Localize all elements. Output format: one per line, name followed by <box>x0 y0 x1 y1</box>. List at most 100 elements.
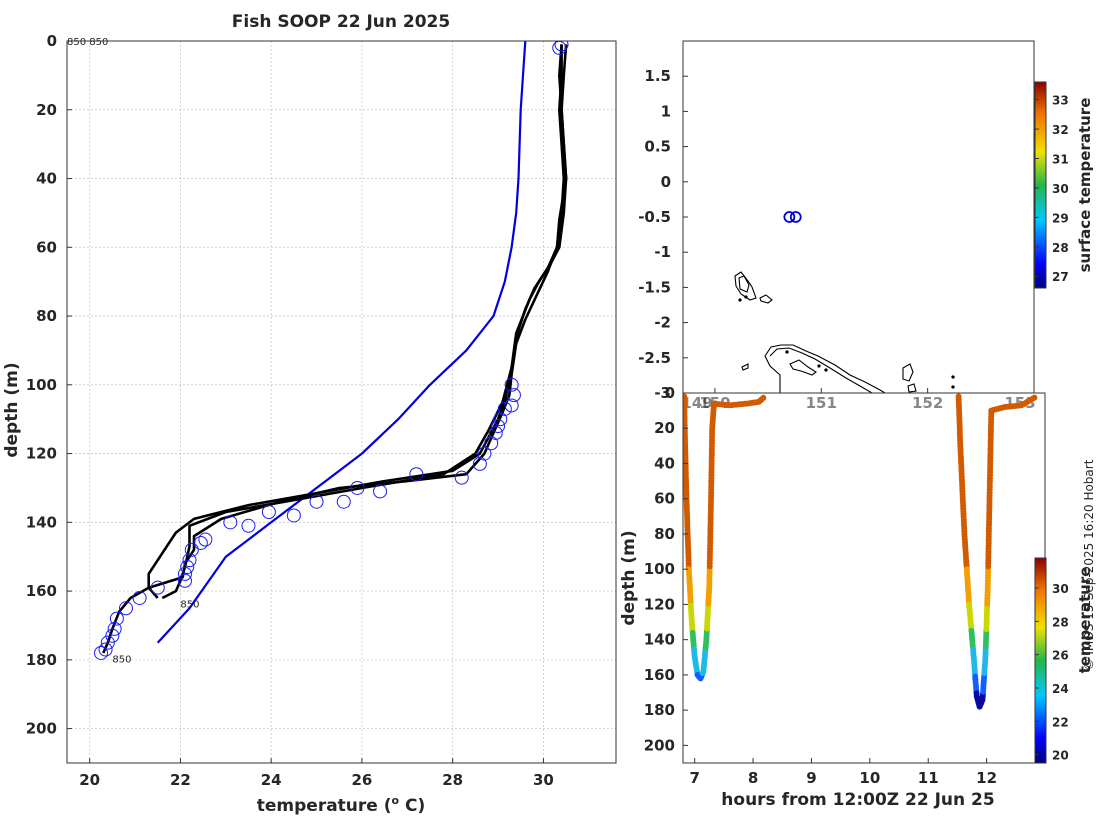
y-tick-label-200: 200 <box>26 720 57 738</box>
profile-labels: 850 850 <box>112 599 199 665</box>
ts-y-tick-label-140: 140 <box>644 631 675 649</box>
profile-series <box>102 41 568 654</box>
series-line-profile-2 <box>161 44 566 600</box>
ts-y-tick-label-40: 40 <box>654 454 675 472</box>
profile-ticks: 20 22 24 26 28 30 0 20 40 60 80 100 120 140 160 180 200 <box>26 32 554 789</box>
y-tick-label-140: 140 <box>26 513 57 531</box>
map-y-tick-label-2: 0.5 <box>644 138 671 156</box>
y-tick-label-20: 20 <box>36 101 57 119</box>
profile-marker-16 <box>336 494 351 509</box>
y-tick-label-0: 0 <box>47 32 57 50</box>
timeseries-y-label: depth (m) <box>619 530 639 625</box>
profile-frame <box>66 40 617 764</box>
profile-marker-11 <box>472 456 487 471</box>
ts-y-tick-label-0: 0 <box>665 384 675 402</box>
profile-label-1: 850 <box>112 654 131 665</box>
y-tick-label-100: 100 <box>26 376 57 394</box>
map-colorbar-frame <box>1034 81 1047 289</box>
map-colorbar-ramp <box>1035 82 1046 288</box>
map-cbar-tick-label-29: 29 <box>1052 211 1069 225</box>
profile-marker-0 <box>554 41 569 52</box>
ts-x-tick-label-10: 10 <box>859 769 880 787</box>
island-outline-2 <box>738 275 750 293</box>
map-cbar-tick-label-30: 30 <box>1052 182 1069 196</box>
profile-marker-34 <box>105 628 120 643</box>
profile-marker-8 <box>488 425 503 440</box>
ts-cbar-tick-label-30: 30 <box>1052 582 1069 596</box>
profile-grid <box>67 40 616 763</box>
y-axis-label: depth (m) <box>2 362 22 457</box>
map-y-tick-label-4: -0.5 <box>638 208 671 226</box>
ts-y-tick-label-120: 120 <box>644 595 675 613</box>
islet-5 <box>824 368 828 372</box>
ts-y-tick-label-160: 160 <box>644 666 675 684</box>
island-outline-4 <box>741 363 749 371</box>
map-cbar-tick-label-32: 32 <box>1052 123 1069 137</box>
map-point-0 <box>783 211 796 223</box>
x-tick-label-28: 28 <box>442 771 463 789</box>
map-ticks: 1.510.50-0.5-1-1.5-2-2.5-314915015115215… <box>638 67 1035 412</box>
profile-marker-9 <box>484 436 499 451</box>
y-tick-label-80: 80 <box>36 307 57 325</box>
profile-marker-4 <box>504 398 519 413</box>
x-tick-label-22: 22 <box>170 771 191 789</box>
map-cbar-tick-label-28: 28 <box>1052 241 1069 255</box>
islet-4 <box>817 364 821 368</box>
islet-7 <box>951 385 955 389</box>
ts-cbar-tick-label-26: 26 <box>1052 649 1069 663</box>
x-tick-label-30: 30 <box>533 771 554 789</box>
x-tick-label-24: 24 <box>261 771 282 789</box>
island-outline-8 <box>902 363 914 382</box>
profile-marker-35 <box>100 635 115 650</box>
profile-marker-17 <box>309 494 324 509</box>
profile-marker-7 <box>491 419 506 434</box>
ts-cbar-tick-label-28: 28 <box>1052 615 1069 629</box>
profile-marker-24 <box>184 542 199 557</box>
map-y-tick-label-0: 1.5 <box>644 67 671 85</box>
series-line-climatology <box>156 41 527 644</box>
y-tick-label-40: 40 <box>36 170 57 188</box>
profile-marker-13 <box>409 467 424 482</box>
ts-cbar-tick-label-20: 20 <box>1052 749 1069 763</box>
profile-marker-28 <box>177 573 192 588</box>
profile-marker-23 <box>193 535 208 550</box>
ts-cbar-tick-label-24: 24 <box>1052 682 1069 696</box>
profile-marker-3 <box>506 388 521 403</box>
profile-marker-30 <box>132 590 147 605</box>
profile-marker-21 <box>223 515 238 530</box>
coastline <box>734 271 955 393</box>
profile-marker-1 <box>552 41 567 55</box>
map-colorbar: 27 28 29 30 31 32 33 surface temperature <box>1034 81 1094 289</box>
islet-2 <box>744 295 748 299</box>
islet-3 <box>785 350 789 354</box>
ts-x-tick-label-7: 7 <box>689 769 699 787</box>
map-points <box>783 211 802 223</box>
profile-marker-20 <box>241 518 256 533</box>
y-tick-label-120: 120 <box>26 445 57 463</box>
profile-marker-31 <box>118 601 133 616</box>
ts-y-tick-label-180: 180 <box>644 701 675 719</box>
ts-x-tick-label-12: 12 <box>976 769 997 787</box>
map-chart: 1.510.50-0.5-1-1.5-2-2.5-314915015115215… <box>638 40 1094 412</box>
y-tick-label-60: 60 <box>36 238 57 256</box>
map-point-1 <box>789 211 802 223</box>
ts-x-tick-label-8: 8 <box>748 769 758 787</box>
series-line-profile-3 <box>102 44 568 654</box>
profile-marker-15 <box>350 480 365 495</box>
island-outline-5 <box>764 344 887 393</box>
corner-note: 850 850 <box>67 37 108 48</box>
map-y-tick-label-3: 0 <box>661 173 671 191</box>
profile-markers <box>94 41 569 660</box>
profile-marker-33 <box>107 621 122 636</box>
profile-marker-37 <box>94 645 109 660</box>
ts-colorbar-label: temperature <box>1076 567 1094 674</box>
profile-marker-27 <box>177 566 192 581</box>
ts-y-tick-label-100: 100 <box>644 560 675 578</box>
island-outline-9 <box>907 383 917 393</box>
island-outline-3 <box>759 294 773 304</box>
map-y-tick-label-9: -3 <box>654 384 671 402</box>
y-tick-label-180: 180 <box>26 651 57 669</box>
map-y-tick-label-8: -2.5 <box>638 349 671 367</box>
